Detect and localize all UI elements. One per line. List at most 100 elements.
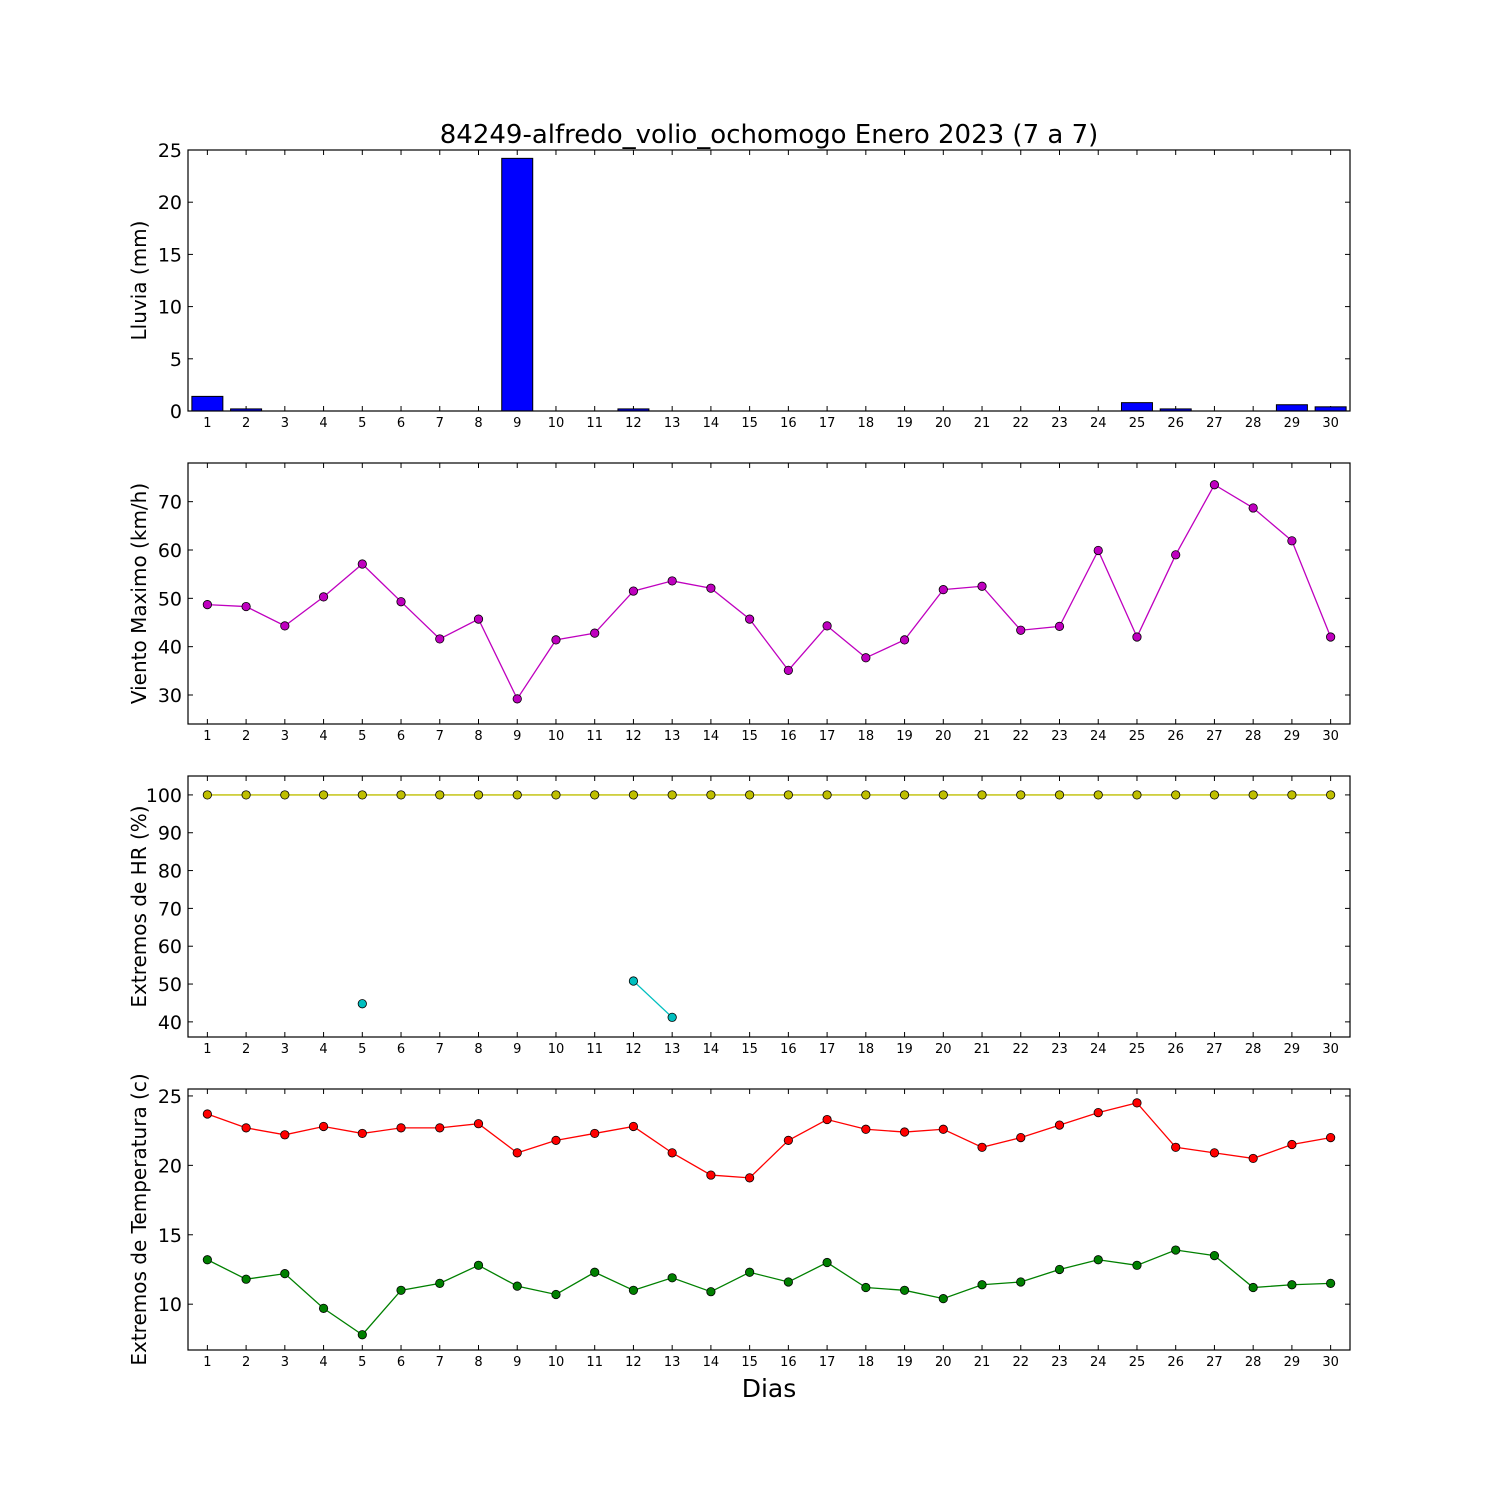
bar: [501, 157, 534, 412]
x-tick-label: 23: [1051, 729, 1068, 744]
x-tick-label: 21: [974, 729, 991, 744]
data-point: [938, 1124, 948, 1134]
x-tick-label: 18: [858, 729, 875, 744]
data-point: [512, 1281, 522, 1291]
bar: [1120, 402, 1153, 412]
data-point: [822, 1257, 832, 1268]
data-point: [977, 1142, 987, 1152]
x-tick-label: 5: [358, 1042, 366, 1057]
x-tick-label: 2: [242, 729, 250, 744]
x-tick-label: 8: [474, 1355, 482, 1370]
data-point: [783, 665, 793, 675]
data-point: [318, 790, 329, 800]
x-tick-label: 23: [1051, 1042, 1068, 1057]
y-tick-label: 25: [158, 140, 182, 162]
y-axis-label: Lluvia (mm): [127, 221, 151, 341]
data-point: [435, 1278, 445, 1288]
data-point: [977, 1280, 987, 1290]
x-tick-label: 7: [436, 1355, 444, 1370]
x-tick-label: 22: [1012, 1042, 1029, 1057]
data-point: [318, 592, 329, 602]
y-tick-label: 20: [158, 1155, 182, 1177]
data-point: [667, 1273, 677, 1283]
data-point: [435, 634, 445, 644]
x-tick-label: 19: [896, 729, 913, 744]
y-tick-label: 20: [158, 192, 182, 214]
data-point: [861, 653, 871, 663]
x-tick-label: 13: [664, 416, 681, 431]
bar: [1275, 404, 1308, 412]
data-point: [1287, 1139, 1297, 1150]
data-point: [551, 635, 561, 645]
data-point: [938, 585, 948, 595]
x-tick-label: 9: [513, 416, 521, 431]
data-point: [1326, 632, 1336, 642]
data-point: [745, 614, 755, 624]
x-tick-label: 14: [703, 1355, 720, 1370]
figure-title: 84249-alfredo_volio_ochomogo Enero 2023 …: [440, 120, 1099, 150]
data-point: [590, 1267, 600, 1277]
x-tick-label: 6: [397, 1042, 405, 1057]
x-tick-label: 1: [203, 1355, 211, 1370]
data-point: [512, 790, 522, 800]
x-tick-label: 17: [819, 1355, 836, 1370]
data-point: [1132, 1260, 1142, 1270]
x-tick-label: 20: [935, 1042, 952, 1057]
x-tick-label: 14: [703, 729, 720, 744]
x-tick-label: 9: [513, 1355, 521, 1370]
x-tick-label: 23: [1051, 416, 1068, 431]
data-point: [628, 1121, 639, 1132]
data-point: [1093, 545, 1103, 556]
data-point: [1326, 790, 1336, 800]
x-tick-label: 17: [819, 416, 836, 431]
x-tick-label: 8: [474, 729, 482, 744]
data-point: [357, 559, 367, 569]
data-point: [745, 1267, 755, 1277]
x-tick-label: 19: [896, 1042, 913, 1057]
x-tick-label: 25: [1129, 729, 1146, 744]
data-point: [318, 1303, 329, 1313]
x-tick-label: 9: [513, 729, 521, 744]
x-tick-label: 20: [935, 416, 952, 431]
y-axis-label: Extremos de HR (%): [127, 805, 151, 1007]
data-point: [473, 790, 484, 800]
data-point: [318, 1121, 329, 1132]
data-point: [1248, 790, 1258, 800]
x-tick-label: 18: [858, 1355, 875, 1370]
data-point: [1326, 1278, 1336, 1288]
data-point: [241, 1123, 251, 1133]
data-point: [822, 621, 832, 631]
x-tick-label: 19: [896, 416, 913, 431]
data-point: [590, 1128, 600, 1139]
x-tick-label: 20: [935, 729, 952, 744]
data-point: [706, 1287, 716, 1297]
data-point: [628, 586, 639, 596]
x-tick-label: 4: [319, 1355, 327, 1370]
y-tick-label: 60: [158, 540, 182, 562]
data-point: [745, 790, 755, 800]
x-tick-label: 25: [1129, 1042, 1146, 1057]
data-point: [861, 1282, 871, 1293]
data-point: [822, 790, 832, 800]
x-tick-label: 1: [203, 1042, 211, 1057]
y-tick-label: 60: [158, 936, 182, 958]
x-tick-label: 16: [780, 729, 797, 744]
data-point: [1054, 621, 1065, 631]
y-tick-label: 40: [158, 1012, 182, 1034]
data-point: [706, 790, 716, 800]
x-tick-label: 11: [586, 1355, 603, 1370]
data-point: [241, 790, 251, 800]
data-point: [1248, 503, 1258, 513]
x-tick-label: 27: [1206, 729, 1223, 744]
data-point: [1209, 790, 1220, 800]
data-point: [977, 581, 987, 591]
data-point: [1016, 625, 1026, 635]
x-tick-label: 18: [858, 1042, 875, 1057]
data-point: [241, 601, 251, 612]
series-line: [207, 483, 1332, 701]
data-point: [473, 1119, 484, 1129]
x-tick-label: 17: [819, 729, 836, 744]
y-tick-label: 30: [158, 685, 182, 707]
x-tick-label: 20: [935, 1355, 952, 1370]
